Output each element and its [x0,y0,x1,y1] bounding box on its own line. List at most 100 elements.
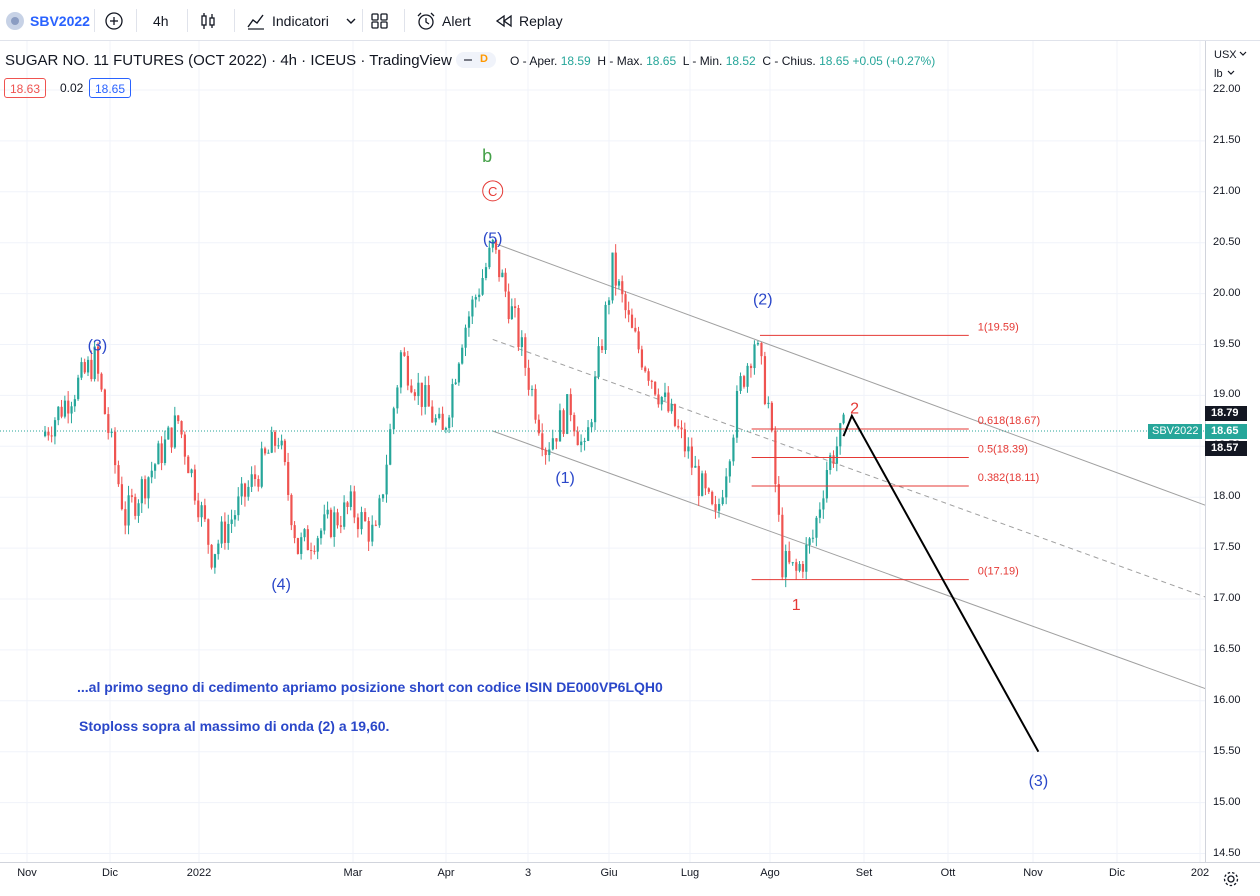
candle-body [163,439,167,464]
price-tick-label: 19.50 [1213,337,1241,350]
candle-body [187,456,190,474]
annotation-text[interactable]: Stoploss sopra al massimo di onda (2) a … [79,718,390,734]
indicators-button[interactable]: Indicatori [246,0,329,41]
candle-body [392,408,395,430]
compare-button[interactable] [104,0,124,41]
candle-body [410,385,413,393]
candle-body [223,521,227,543]
candle-body [718,504,721,511]
candle-body [237,496,240,516]
candle-body [290,494,293,526]
interval-button[interactable]: 4h [153,0,169,41]
candle-body [243,483,247,497]
fib-level-label: 0(17.19) [978,566,1019,578]
candle-body [114,431,117,466]
alarm-clock-icon [417,12,435,30]
candles-icon [201,12,215,29]
candle-body [829,455,832,470]
candle-body [624,294,627,311]
candle-body [537,419,541,434]
candle-body [180,421,183,435]
candle-body [336,512,339,526]
wave-label: (1) [555,470,575,487]
candle-body [230,519,233,524]
candle-body [200,505,203,518]
candle-body [207,519,210,545]
top-toolbar: SBV2022 4h Indicatori Alert Replay [0,0,1260,41]
annotation-text[interactable]: ...al primo segno di cedimento apriamo p… [77,679,663,695]
candle-body [697,465,700,496]
alert-button[interactable]: Alert [416,0,471,41]
currency-selector[interactable]: USX [1214,49,1247,61]
candle-body [647,371,650,381]
price-tag-low: 18.57 [1205,441,1247,456]
price-chart[interactable]: 1(19.59) 0.618(18.67) 0.5(18.39) 0.382(18.1… [0,41,1205,862]
price-tick-label: 21.50 [1213,133,1241,146]
indicators-label: Indicatori [272,12,329,29]
chart-settings-button[interactable] [1222,870,1240,893]
candle-body [746,365,749,387]
candle-body [300,537,303,554]
candle-body [677,425,680,428]
replay-button[interactable]: Replay [495,0,563,41]
candle-body [510,306,514,320]
candle-body [630,314,634,328]
candle-body [548,449,551,456]
price-tick-label: 19.00 [1213,388,1241,401]
candle-body [127,495,130,526]
candle-body [270,431,273,453]
candle-body [93,346,96,380]
candle-body [467,316,471,328]
price-tick-label: 17.00 [1213,592,1241,604]
candle-body [227,523,230,543]
candle-body [732,437,735,462]
candle-body [576,431,579,446]
buy-price-button[interactable]: 18.65 [89,78,132,98]
symbol-tag: SBV2022 [1148,424,1202,439]
low-value: 18.52 [725,54,756,68]
layouts-button[interactable] [370,0,390,41]
divider [187,9,188,32]
data-status-badge[interactable]: D [456,52,496,68]
candle-body [791,562,794,564]
candle-body [753,344,756,369]
candle-body [319,530,323,539]
candle-body [417,382,420,397]
candle-body [742,376,746,387]
candle-body [488,247,491,268]
candle-body [220,521,223,544]
candle-body [494,239,498,250]
candle-body [756,343,760,345]
candle-body [267,452,270,454]
candle-body [167,427,170,440]
price-tick-label: 20.00 [1213,286,1241,299]
candle-body [621,281,624,295]
candle-body [767,402,770,404]
candle-body [427,385,430,407]
candle-body [217,543,220,555]
fib-level-label: 1(19.59) [978,321,1019,333]
candle-body [438,413,441,419]
indicators-dropdown[interactable] [345,0,357,41]
time-tick-label: Apr [437,867,455,879]
candle-body [313,550,316,552]
symbol-selector[interactable]: SBV2022 [6,0,90,41]
price-tick-label: 16.00 [1213,693,1241,706]
price-tag-high: 18.79 [1205,406,1247,421]
chart-type-button[interactable] [198,0,218,41]
unit-selector[interactable]: lb [1214,68,1235,80]
candle-body [100,373,103,390]
candle-body [815,517,818,538]
chart-pane[interactable]: 1(19.59) 0.618(18.67) 0.5(18.39) 0.382(18.1… [0,41,1205,862]
candle-body [197,500,200,518]
symbol-logo-icon [6,11,24,30]
time-axis[interactable] [0,862,1260,896]
time-tick-label: Lug [680,867,700,879]
candle-body [832,455,835,464]
open-value: 18.59 [560,54,591,68]
sell-price-button[interactable]: 18.63 [4,78,47,98]
candle-body [673,404,677,426]
ohlc-values: O - Aper. 18.59 H - Max. 18.65 L - Min. … [510,54,935,68]
candle-body [513,306,517,309]
candle-body [590,422,593,428]
